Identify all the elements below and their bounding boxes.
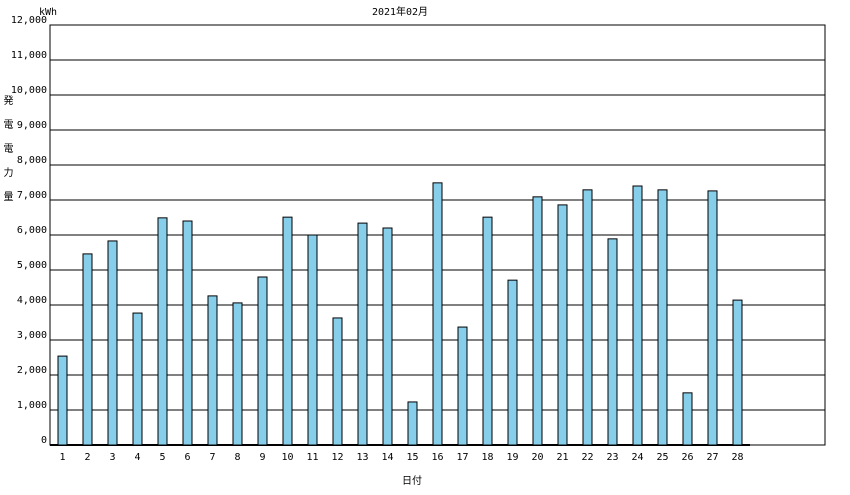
bar: [207, 295, 218, 446]
bar: [182, 220, 193, 446]
y-tick-label: 10,000: [11, 85, 47, 96]
x-tick-label: 8: [234, 452, 240, 463]
x-tick-label: 10: [281, 452, 293, 463]
x-tick-label: 24: [631, 452, 643, 463]
y-tick-label: 5,000: [17, 260, 47, 271]
bar: [407, 401, 418, 446]
x-tick-label: 19: [506, 452, 518, 463]
x-tick-label: 9: [259, 452, 265, 463]
x-tick-label: 3: [109, 452, 115, 463]
x-tick-label: 4: [134, 452, 140, 463]
y-tick-label: 4,000: [17, 295, 47, 306]
x-tick-label: 6: [184, 452, 190, 463]
y-tick-label: 2,000: [17, 365, 47, 376]
x-tick-label: 18: [481, 452, 493, 463]
x-tick-label: 15: [406, 452, 418, 463]
bar: [332, 317, 343, 446]
y-tick-label: 8,000: [17, 155, 47, 166]
y-axis-label: 発電電力量: [1, 94, 13, 215]
x-tick-label: 27: [706, 452, 718, 463]
x-tick-label: 28: [731, 452, 743, 463]
bar: [157, 217, 168, 446]
y-tick-label: 12,000: [11, 15, 47, 26]
bar: [732, 299, 743, 446]
y-tick-label: 3,000: [17, 330, 47, 341]
bar: [532, 196, 543, 446]
x-tick-label: 22: [581, 452, 593, 463]
x-tick-label: 7: [209, 452, 215, 463]
bar: [582, 189, 593, 446]
x-tick-label: 17: [456, 452, 468, 463]
bar: [307, 234, 318, 446]
x-tick-label: 12: [331, 452, 343, 463]
y-tick-label: 1,000: [17, 400, 47, 411]
bar: [657, 189, 668, 446]
y-tick-label: 6,000: [17, 225, 47, 236]
x-tick-label: 25: [656, 452, 668, 463]
bar: [707, 190, 718, 446]
x-tick-label: 20: [531, 452, 543, 463]
chart-title: 2021年02月: [372, 5, 428, 18]
x-tick-label: 26: [681, 452, 693, 463]
bar: [457, 326, 468, 446]
bar: [357, 222, 368, 446]
y-tick-label: 0: [41, 435, 47, 446]
bar: [282, 216, 293, 446]
bar: [682, 392, 693, 446]
x-tick-label: 5: [159, 452, 165, 463]
x-tick-label: 11: [306, 452, 318, 463]
bar: [82, 253, 93, 446]
y-tick-label: 7,000: [17, 190, 47, 201]
x-tick-label: 21: [556, 452, 568, 463]
x-axis-label: 日付: [402, 474, 422, 487]
bar: [257, 276, 268, 446]
bar: [507, 279, 518, 446]
x-tick-label: 2: [84, 452, 90, 463]
bar: [57, 355, 68, 446]
y-tick-label: 9,000: [17, 120, 47, 131]
bar: [607, 238, 618, 446]
unit-label: kWh: [39, 7, 57, 18]
x-tick-label: 1: [59, 452, 65, 463]
x-tick-label: 23: [606, 452, 618, 463]
bar: [132, 312, 143, 446]
y-tick-label: 11,000: [11, 50, 47, 61]
bar: [107, 240, 118, 446]
bar: [432, 182, 443, 446]
bar: [382, 227, 393, 446]
bar: [632, 185, 643, 446]
x-tick-label: 16: [431, 452, 443, 463]
bar: [232, 302, 243, 446]
x-tick-label: 13: [356, 452, 368, 463]
x-tick-label: 14: [381, 452, 393, 463]
bar: [557, 204, 568, 446]
bar: [482, 216, 493, 446]
